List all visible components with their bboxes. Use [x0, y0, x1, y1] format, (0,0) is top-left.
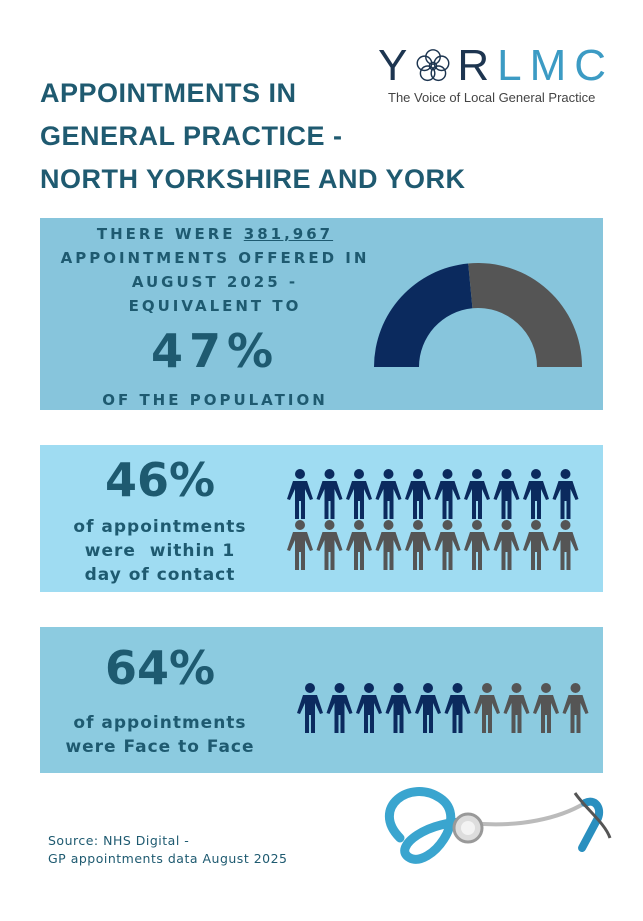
person-icon [533, 683, 559, 733]
person-icon [523, 469, 549, 519]
person-icon [356, 683, 382, 733]
title-line: APPOINTMENTS IN [40, 78, 297, 108]
person-icon [375, 469, 402, 519]
logo-letter: Y [378, 41, 416, 90]
within-day-percent: 46% [104, 453, 216, 507]
population-percent: 47% [150, 324, 280, 378]
yorlmc-logo: Y RLMC The Voice of Local General Practic… [378, 41, 618, 106]
source-note: Source: NHS Digital - GP appointments da… [48, 832, 288, 868]
title-line: NORTH YORKSHIRE AND YORK [40, 164, 466, 194]
stethoscope-icon [384, 787, 612, 864]
logo-letters: LMC [497, 41, 615, 90]
person-icon [326, 683, 353, 733]
person-icon [503, 683, 530, 733]
offered-text: THERE WERE 381,967 APPOINTMENTS OFFERED … [40, 222, 390, 318]
person-icon [444, 683, 471, 733]
person-icon [297, 683, 323, 733]
text: were Face to Face [65, 737, 255, 757]
gauge-chart [374, 263, 583, 367]
logo-tagline: The Voice of Local General Practice [388, 90, 596, 105]
person-icon [523, 520, 549, 570]
face-to-face-percent: 64% [104, 641, 216, 695]
person-icon [287, 520, 313, 570]
person-icon [493, 469, 520, 519]
text: of appointments [73, 713, 247, 733]
appointments-offered-panel: THERE WERE 381,967 APPOINTMENTS OFFERED … [40, 218, 603, 410]
title-line: GENERAL PRACTICE - [40, 121, 343, 151]
person-icon [474, 683, 500, 733]
person-icon [493, 520, 520, 570]
person-icon [434, 469, 461, 519]
person-icon [552, 520, 579, 570]
rose-icon [416, 49, 450, 82]
face-to-face-panel: 64% of appointments were Face to Face [40, 627, 603, 773]
text: AUGUST 2025 - [131, 273, 299, 291]
person-icon [385, 683, 412, 733]
person-icon [464, 520, 490, 570]
gauge-filled-segment [374, 263, 473, 367]
logo-letter: R [457, 41, 498, 90]
text: THERE WERE [96, 225, 244, 243]
pictogram [297, 683, 589, 733]
person-icon [375, 520, 402, 570]
text: of appointments [73, 517, 247, 537]
person-icon [346, 469, 372, 519]
text: GP appointments data August 2025 [48, 851, 288, 866]
person-icon [346, 520, 372, 570]
gauge-remaining-segment [468, 263, 583, 367]
text: were within 1 [84, 541, 236, 561]
text: EQUIVALENT TO [128, 297, 302, 315]
text: APPOINTMENTS OFFERED IN [60, 249, 370, 267]
pictogram [287, 469, 579, 570]
text: Source: NHS Digital - [48, 833, 190, 848]
person-icon [434, 520, 461, 570]
person-icon [316, 520, 343, 570]
person-icon [464, 469, 490, 519]
within-one-day-panel: 46% of appointments were within 1 day of… [40, 445, 603, 592]
person-icon [552, 469, 579, 519]
text: day of contact [84, 565, 236, 585]
person-icon [562, 683, 589, 733]
person-icon [287, 469, 313, 519]
page-title: APPOINTMENTS IN GENERAL PRACTICE - NORTH… [40, 72, 466, 201]
person-icon [415, 683, 441, 733]
person-icon [405, 520, 431, 570]
population-label: OF THE POPULATION [102, 391, 328, 409]
appointments-count: 381,967 [243, 225, 334, 243]
person-icon [405, 469, 431, 519]
person-icon [316, 469, 343, 519]
